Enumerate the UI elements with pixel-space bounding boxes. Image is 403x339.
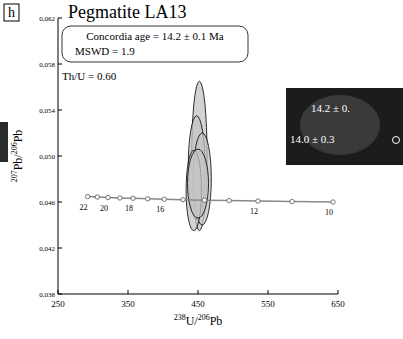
annotation: MSWD = 1.9 — [75, 45, 135, 57]
y-tick-label: 0,042 — [39, 245, 55, 253]
x-axis-title: 238U/206Pb — [174, 313, 223, 328]
y-axis-title: 207Pb/206Pb — [10, 130, 25, 183]
label-part: 206 — [10, 142, 19, 154]
label-part: 207 — [10, 170, 19, 182]
age-marker — [227, 198, 231, 202]
image-fragment — [0, 122, 8, 162]
x-tick-label: 650 — [331, 299, 345, 309]
y-tick-label: 0,062 — [39, 15, 55, 23]
x-tick-label: 250 — [51, 299, 65, 309]
annotation: Concordia age = 14.2 ± 0.1 Ma — [86, 30, 224, 42]
inset-label: 14.0 ± 0.3 — [290, 133, 335, 145]
th-u-label: Th/U = 0.60 — [62, 70, 117, 82]
y-tick — [58, 248, 62, 249]
age-marker — [95, 195, 99, 199]
inset-label: 14.2 ± 0. — [311, 102, 350, 114]
annotation-box — [62, 26, 248, 62]
label-part: Pb — [210, 314, 223, 328]
age-marker — [106, 195, 110, 199]
label-part: U/ — [186, 314, 199, 328]
x-tick — [268, 290, 269, 294]
age-label: 16 — [156, 205, 164, 214]
age-label: 10 — [325, 208, 333, 217]
cl-grain — [300, 95, 380, 155]
age-marker — [202, 198, 206, 202]
age-marker — [146, 197, 150, 201]
panel-letter-box — [4, 4, 19, 21]
y-tick — [58, 18, 62, 19]
age-label: 20 — [100, 204, 108, 213]
age-marker — [290, 199, 294, 203]
age-marker — [256, 199, 260, 203]
age-label: 12 — [250, 207, 258, 216]
age-marker — [118, 196, 122, 200]
y-tick-label: 0,038 — [39, 291, 55, 299]
y-tick — [58, 202, 62, 203]
y-tick — [58, 156, 62, 157]
title: Pegmatite LA13 — [68, 2, 186, 22]
age-marker — [181, 198, 185, 202]
y-tick-label: 0,046 — [39, 199, 55, 207]
cl-image — [286, 88, 403, 165]
concordia-curve — [88, 197, 333, 202]
age-label: 22 — [80, 203, 88, 212]
spot-marker — [393, 137, 400, 144]
age-marker — [162, 197, 166, 201]
label-part: 206 — [198, 313, 210, 322]
x-tick-label: 450 — [191, 299, 205, 309]
y-tick — [58, 294, 62, 295]
x-tick — [128, 290, 129, 294]
y-tick — [58, 64, 62, 65]
age-marker — [131, 196, 135, 200]
label-part: Pb/ — [11, 154, 25, 171]
age-marker — [331, 200, 335, 204]
age-label: 18 — [125, 204, 133, 213]
y-tick-label: 0,050 — [39, 153, 55, 161]
panel-letter: h — [8, 5, 15, 20]
x-tick — [58, 290, 59, 294]
y-tick — [58, 110, 62, 111]
age-marker — [85, 194, 89, 198]
error-ellipse — [188, 149, 209, 218]
chart: h Pegmatite LA13 250 350 450 550 650 0,038 0,042… — [0, 0, 403, 339]
x-tick — [198, 290, 199, 294]
y-tick-label: 0,054 — [39, 107, 55, 115]
x-tick-label: 350 — [121, 299, 135, 309]
x-tick-label: 550 — [261, 299, 275, 309]
y-tick-label: 0,058 — [39, 61, 55, 69]
x-tick — [338, 290, 339, 294]
label-part: 238 — [174, 313, 186, 322]
label-part: Pb — [11, 130, 25, 143]
